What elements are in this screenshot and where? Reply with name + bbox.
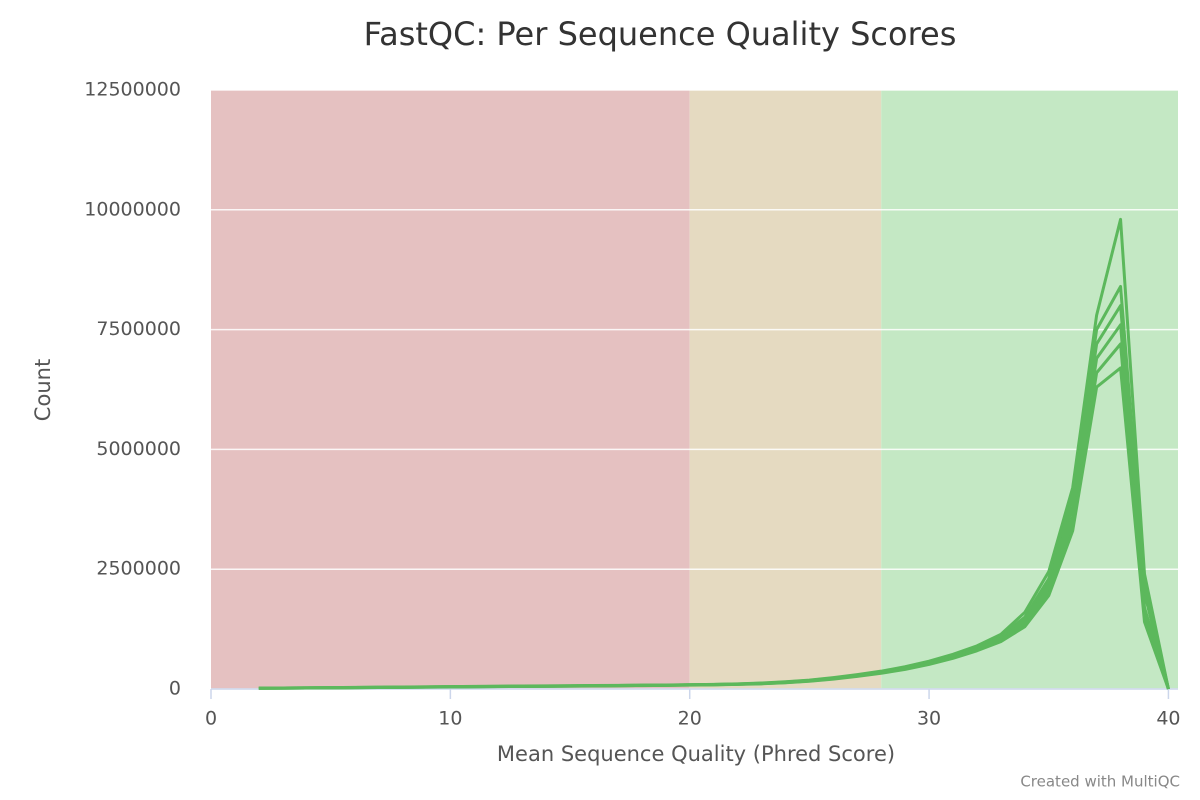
y-tick-label: 12500000: [84, 79, 181, 101]
x-tick-label: 30: [917, 708, 941, 730]
x-tick-label: 0: [205, 708, 217, 730]
plot-band: [689, 90, 882, 689]
y-tick-label: 2500000: [96, 558, 181, 580]
y-tick-label: 7500000: [96, 318, 181, 340]
y-tick-label: 0: [169, 678, 181, 700]
x-axis-title: Mean Sequence Quality (Phred Score): [497, 742, 895, 766]
plot-band: [211, 90, 690, 689]
y-tick-label: 10000000: [84, 198, 181, 220]
x-tick-label: 10: [438, 708, 462, 730]
chart-title: FastQC: Per Sequence Quality Scores: [364, 15, 957, 53]
y-tick-label: 5000000: [96, 438, 181, 460]
y-axis-title: Count: [31, 359, 55, 421]
x-tick-label: 20: [678, 708, 702, 730]
x-tick-label: 40: [1156, 708, 1180, 730]
credit: Created with MultiQC: [1020, 773, 1180, 791]
series-line: [258, 366, 1170, 690]
